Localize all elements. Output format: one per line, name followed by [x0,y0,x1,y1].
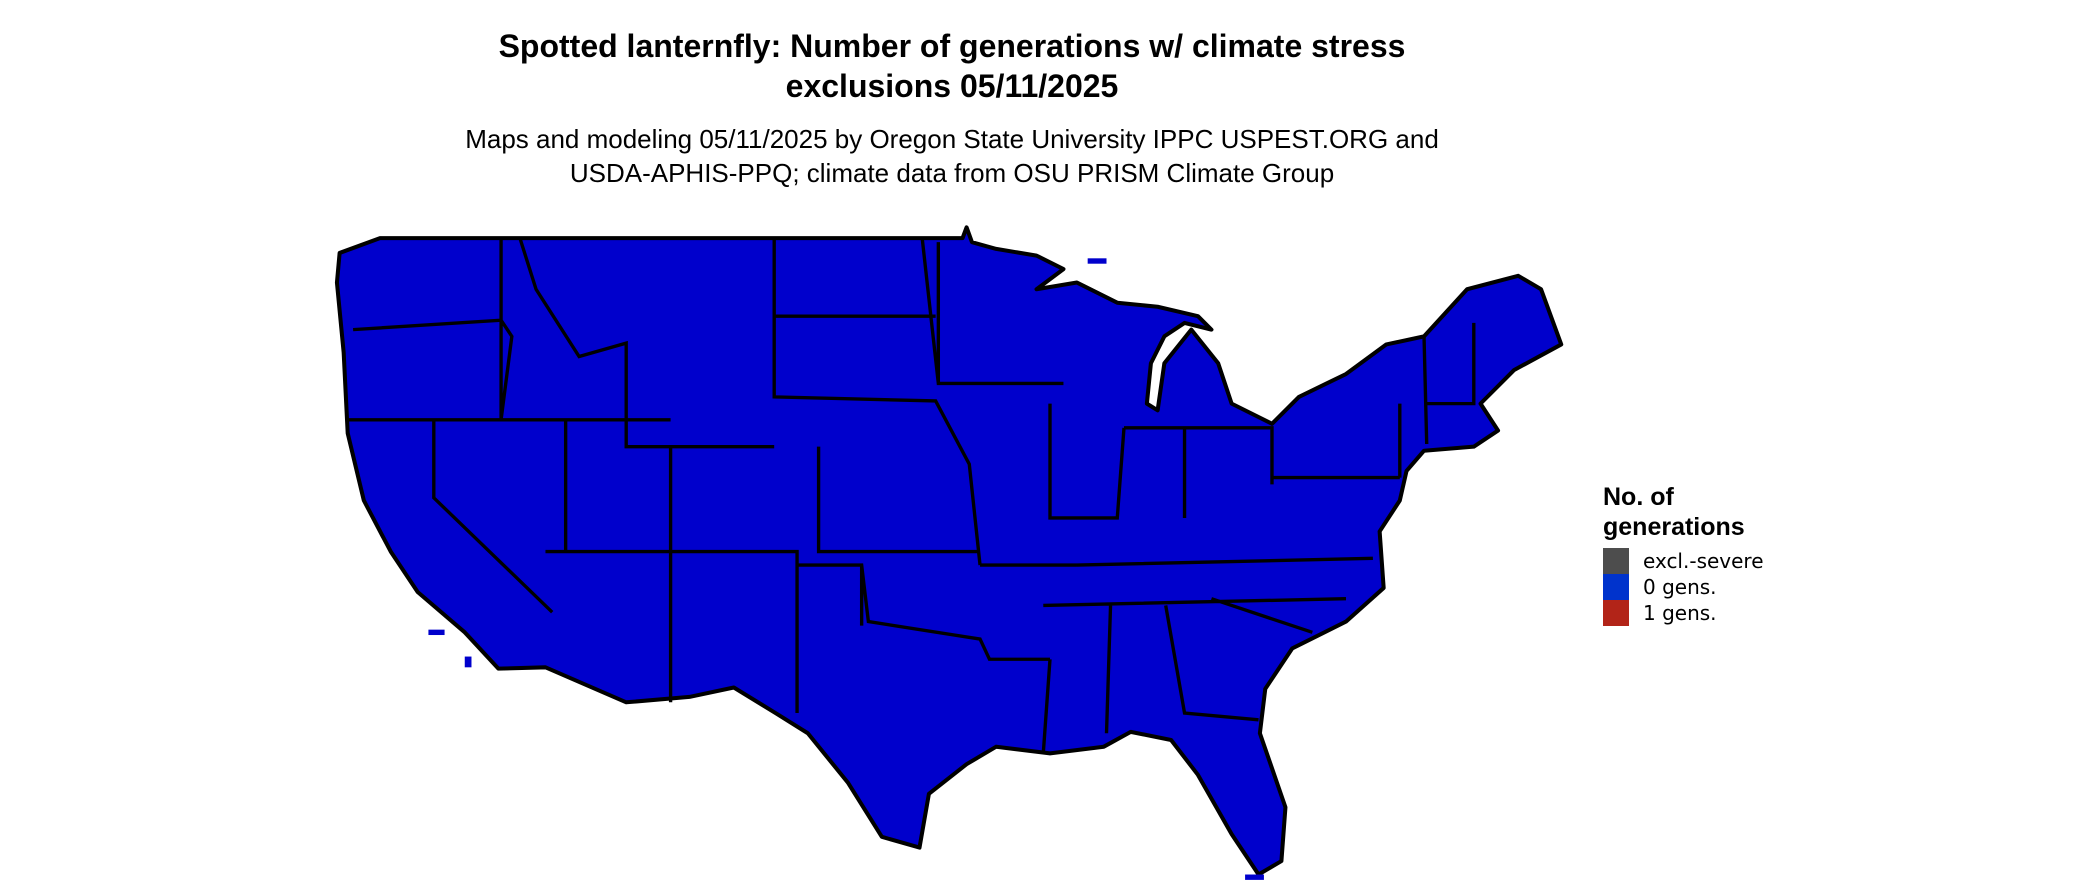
legend-item-excl-severe: excl.-severe [1603,548,1764,574]
legend-swatch [1603,600,1629,626]
legend-item-0-gens: 0 gens. [1603,574,1764,600]
legend-label: excl.-severe [1643,549,1764,573]
legend-label: 1 gens. [1643,601,1717,625]
legend-label: 0 gens. [1643,575,1717,599]
legend-title-line2: generations [1603,513,1745,541]
legend-item-1-gens: 1 gens. [1603,600,1764,626]
subtitle-line1: Maps and modeling 05/11/2025 by Oregon S… [465,124,1439,154]
map-title-line1: Spotted lanternfly: Number of generation… [498,28,1406,64]
legend-swatch [1603,574,1629,600]
legend: No. of generations excl.-severe 0 gens. … [1603,482,1764,626]
state-borders [347,237,1476,754]
legend-title-line1: No. of [1603,483,1674,511]
subtitle-line2: USDA-APHIS-PPQ; climate data from OSU PR… [569,158,1335,188]
islands [428,258,1264,880]
map-title-line2: exclusions 05/11/2025 [785,68,1119,104]
legend-swatch [1603,548,1629,574]
